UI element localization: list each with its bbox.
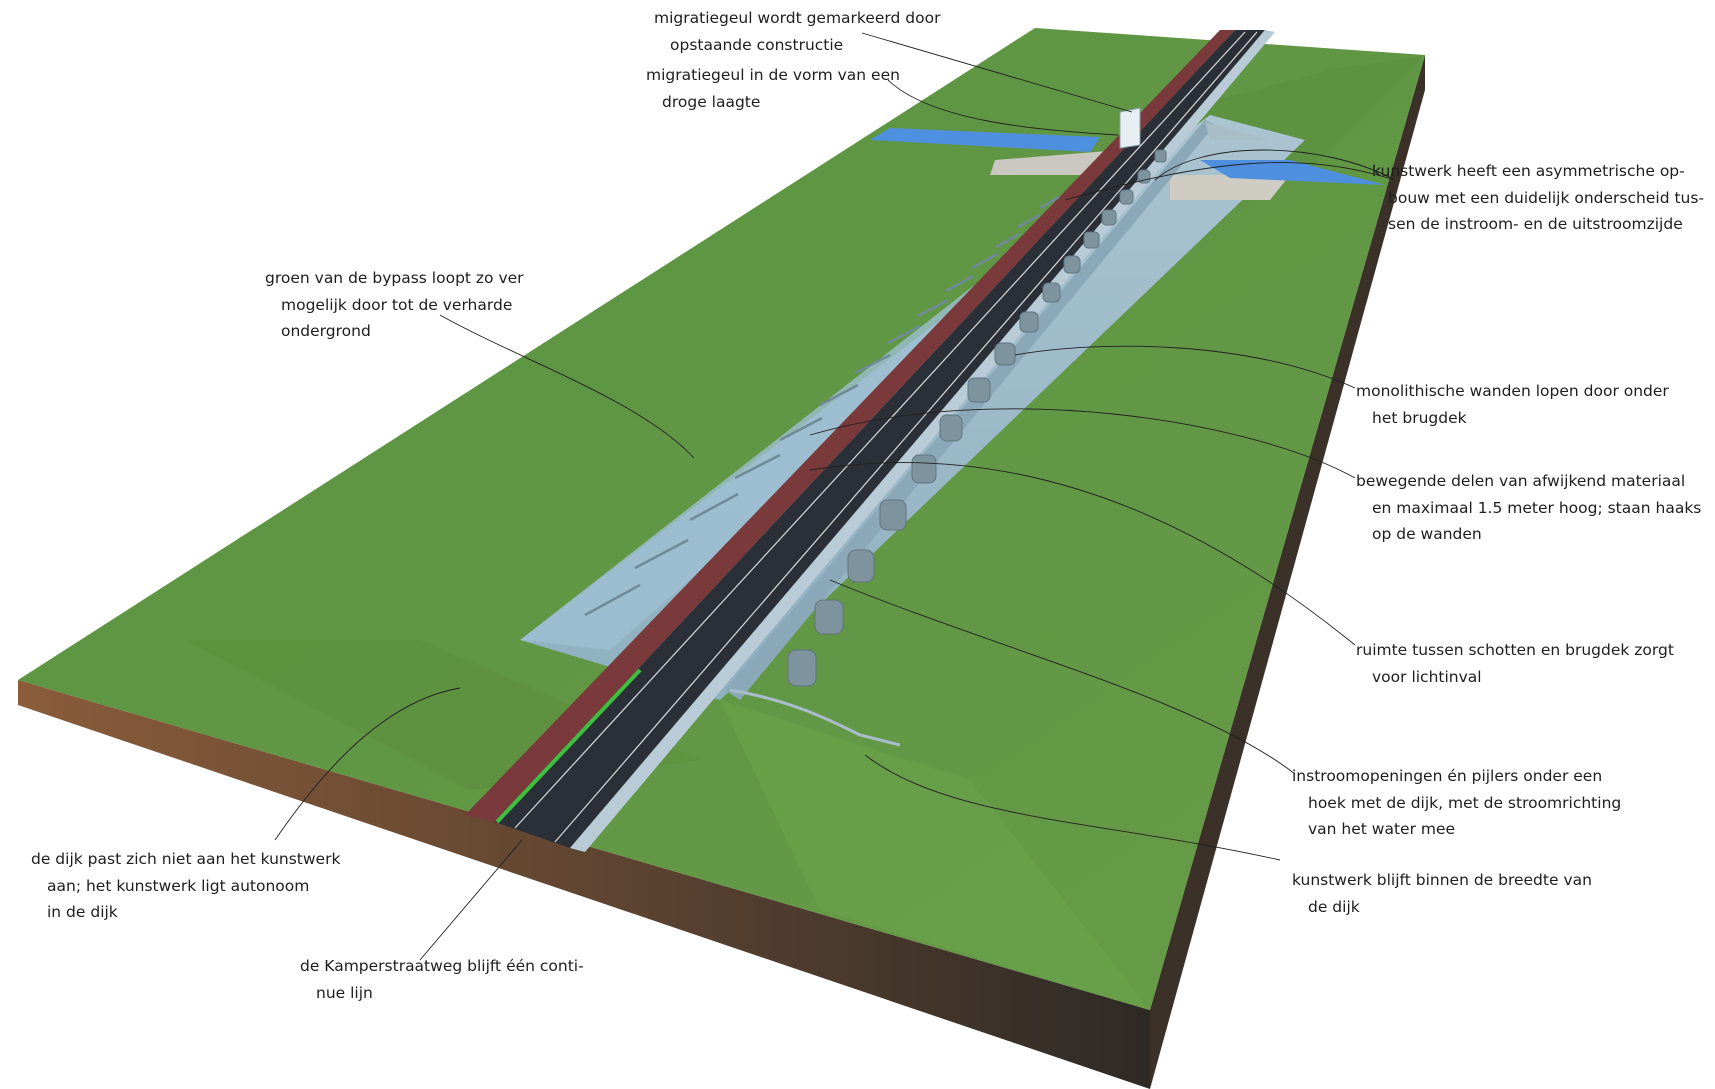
annotation-within-width: kunstwerk blijft binnen de breedte van d…: [1292, 871, 1592, 916]
annotation-migration-marked: migratiegeul wordt gemarkeerd door opsta…: [654, 9, 941, 54]
wingwall: [1205, 122, 1270, 140]
annotation-dike-autonomous: de dijk past zich niet aan het kunstwerk…: [31, 850, 341, 921]
road-marking: [554, 31, 1258, 843]
field-band: [1180, 55, 1425, 180]
partitions: [584, 195, 1060, 617]
road-marking: [514, 31, 1246, 829]
cycle-path: [465, 30, 1235, 822]
annotation-inflow-openings: instroomopeningen én pijlers onder een h…: [1292, 767, 1622, 838]
green-verge: [495, 668, 642, 824]
annotation-bypass-green: groen van de bypass loopt zo ver mogelij…: [265, 269, 524, 340]
leader-lines: [274, 32, 1396, 961]
water-channel: [1200, 160, 1385, 185]
soil-front-face: [18, 680, 1150, 1089]
piers: [787, 149, 1167, 687]
annotation-asymmetric: kunstwerk heeft een asymmetrische op- bo…: [1372, 162, 1705, 233]
annotation-migration-dry: migratiegeul in de vorm van een droge la…: [646, 66, 900, 111]
annotation-monolithic-walls: monolithische wanden lopen door onder he…: [1356, 382, 1669, 427]
field-band: [720, 700, 1150, 1010]
annotation-kamperstraatweg: de Kamperstraatweg blijft één conti- nue…: [300, 957, 584, 1002]
migration-marker: [1119, 107, 1141, 149]
gravel-patch: [1170, 175, 1290, 200]
soil-right-face: [1150, 55, 1425, 1089]
annotation-light-gap: ruimte tussen schotten en brugdek zorgt …: [1356, 641, 1674, 686]
road: [495, 30, 1265, 848]
outflow-channel: [729, 688, 901, 747]
water-channel: [870, 128, 1100, 152]
annotation-moving-parts: bewegende delen van afwijkend materiaal …: [1356, 472, 1702, 543]
